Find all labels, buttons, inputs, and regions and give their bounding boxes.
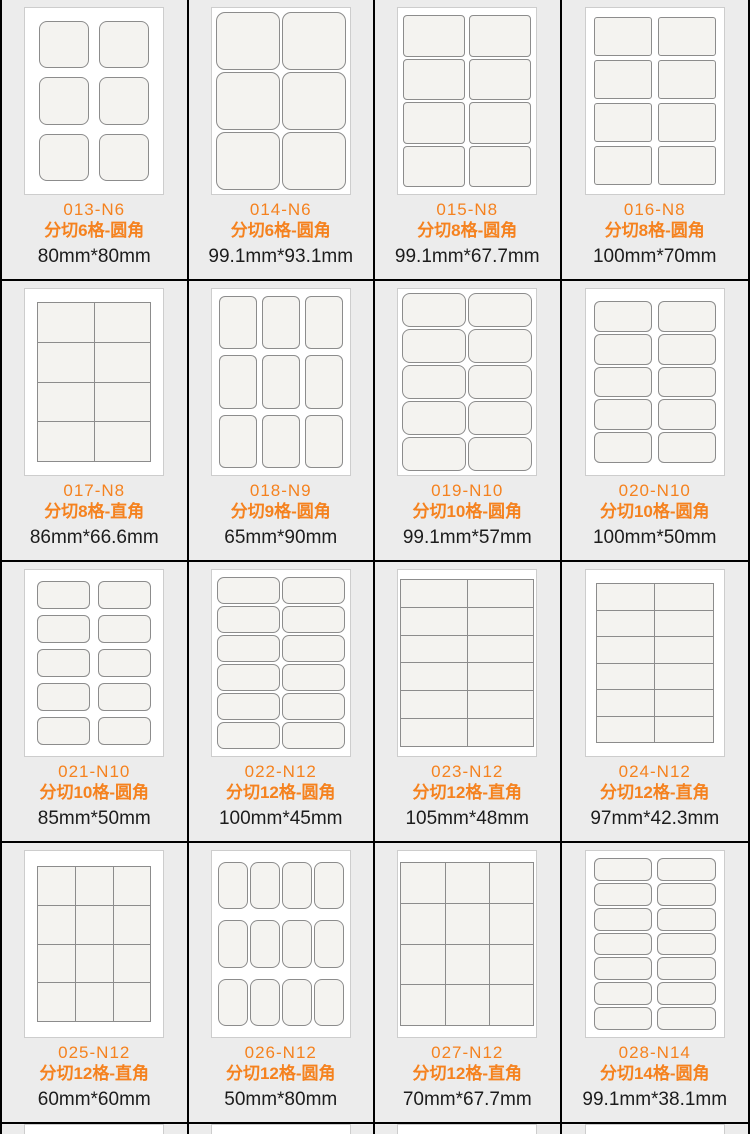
product-size: 60mm*60mm [37, 1089, 151, 1110]
catalog-row: 017-N8 分切8格-直角 86mm*66.6mm 018-N9 分切9格-圆… [2, 281, 748, 562]
next-row-preview [2, 1124, 748, 1134]
product-size: 100mm*50mm [592, 527, 717, 548]
product-card: 019-N10 分切10格-圆角 99.1mm*57mm [375, 281, 562, 560]
product-size: 65mm*90mm [224, 527, 338, 548]
product-description: 分切12格-直角 [412, 1064, 523, 1083]
product-card: 022-N12 分切12格-圆角 100mm*45mm [188, 562, 375, 841]
product-code: 026-N12 [244, 1043, 317, 1062]
label-sheet-diagram [24, 562, 165, 760]
product-description: 分切12格-直角 [412, 783, 523, 802]
label-sheet-diagram [397, 281, 538, 479]
next-sheet-top [561, 1124, 748, 1134]
product-code: 024-N12 [618, 762, 691, 781]
label-sheet-diagram [210, 0, 351, 198]
sheet-top-edge [210, 1124, 351, 1134]
product-card: 028-N14 分切14格-圆角 99.1mm*38.1mm [561, 843, 748, 1122]
label-sheet-diagram [397, 0, 538, 198]
product-code: 014-N6 [249, 200, 312, 219]
product-description: 分切10格-圆角 [412, 502, 523, 521]
label-sheet-diagram [397, 843, 538, 1041]
label-sheet-diagram [210, 281, 351, 479]
label-sheet-diagram [584, 843, 725, 1041]
product-size: 105mm*48mm [405, 808, 530, 829]
product-code: 023-N12 [431, 762, 504, 781]
product-size: 99.1mm*93.1mm [208, 246, 354, 267]
product-card: 025-N12 分切12格-直角 60mm*60mm [2, 843, 189, 1122]
product-size: 70mm*67.7mm [402, 1089, 532, 1110]
product-description: 分切12格-直角 [39, 1064, 150, 1083]
next-sheet-top [2, 1124, 189, 1134]
label-sheet-diagram [210, 843, 351, 1041]
product-code: 018-N9 [249, 481, 312, 500]
label-sheet-diagram [24, 281, 165, 479]
product-card: 024-N12 分切12格-直角 97mm*42.3mm [561, 562, 748, 841]
product-size: 80mm*80mm [37, 246, 151, 267]
product-code: 027-N12 [431, 1043, 504, 1062]
catalog-row: 021-N10 分切10格-圆角 85mm*50mm 022-N12 分切12格… [2, 562, 748, 843]
sheet-top-edge [397, 1124, 538, 1134]
label-sheet-diagram [584, 281, 725, 479]
product-code: 016-N8 [623, 200, 686, 219]
product-card: 026-N12 分切12格-圆角 50mm*80mm [188, 843, 375, 1122]
product-card: 017-N8 分切8格-直角 86mm*66.6mm [2, 281, 189, 560]
product-card: 013-N6 分切6格-圆角 80mm*80mm [2, 0, 189, 279]
product-description: 分切14格-圆角 [599, 1064, 710, 1083]
next-sheet-top [375, 1124, 562, 1134]
product-size: 99.1mm*67.7mm [394, 246, 540, 267]
product-description: 分切9格-圆角 [230, 502, 331, 521]
label-sheet-diagram [584, 0, 725, 198]
product-size: 50mm*80mm [224, 1089, 338, 1110]
product-card: 014-N6 分切6格-圆角 99.1mm*93.1mm [188, 0, 375, 279]
product-code: 017-N8 [63, 481, 126, 500]
product-card: 016-N8 分切8格-圆角 100mm*70mm [561, 0, 748, 279]
product-description: 分切12格-圆角 [225, 783, 336, 802]
product-card: 023-N12 分切12格-直角 105mm*48mm [375, 562, 562, 841]
product-size: 100mm*45mm [218, 808, 343, 829]
product-size: 86mm*66.6mm [29, 527, 159, 548]
label-sheet-diagram [397, 562, 538, 760]
product-description: 分切12格-圆角 [225, 1064, 336, 1083]
product-code: 028-N14 [618, 1043, 691, 1062]
product-size: 99.1mm*38.1mm [582, 1089, 728, 1110]
product-card: 018-N9 分切9格-圆角 65mm*90mm [188, 281, 375, 560]
product-code: 020-N10 [618, 481, 691, 500]
product-card: 027-N12 分切12格-直角 70mm*67.7mm [375, 843, 562, 1122]
product-description: 分切10格-圆角 [39, 783, 150, 802]
product-size: 100mm*70mm [592, 246, 717, 267]
product-size: 85mm*50mm [37, 808, 151, 829]
product-description: 分切8格-直角 [44, 502, 145, 521]
product-description: 分切12格-直角 [599, 783, 710, 802]
label-sheet-diagram [24, 843, 165, 1041]
sheet-top-edge [584, 1124, 725, 1134]
catalog-row: 013-N6 分切6格-圆角 80mm*80mm 014-N6 分切6格-圆角 … [2, 0, 748, 281]
product-code: 022-N12 [244, 762, 317, 781]
label-sheet-diagram [210, 562, 351, 760]
label-sheet-diagram [24, 0, 165, 198]
sheet-top-edge [24, 1124, 165, 1134]
product-code: 013-N6 [63, 200, 126, 219]
catalog-row: 025-N12 分切12格-直角 60mm*60mm 026-N12 分切12格… [2, 843, 748, 1124]
label-sheet-diagram [584, 562, 725, 760]
product-card: 020-N10 分切10格-圆角 100mm*50mm [561, 281, 748, 560]
product-size: 97mm*42.3mm [590, 808, 720, 829]
product-description: 分切10格-圆角 [599, 502, 710, 521]
product-card: 021-N10 分切10格-圆角 85mm*50mm [2, 562, 189, 841]
product-description: 分切6格-圆角 [230, 221, 331, 240]
product-code: 019-N10 [431, 481, 504, 500]
product-code: 025-N12 [58, 1043, 131, 1062]
product-card: 015-N8 分切8格-圆角 99.1mm*67.7mm [375, 0, 562, 279]
product-description: 分切8格-圆角 [604, 221, 705, 240]
product-code: 015-N8 [436, 200, 499, 219]
product-code: 021-N10 [58, 762, 131, 781]
next-sheet-top [188, 1124, 375, 1134]
product-description: 分切8格-圆角 [417, 221, 518, 240]
product-size: 99.1mm*57mm [402, 527, 532, 548]
product-description: 分切6格-圆角 [44, 221, 145, 240]
